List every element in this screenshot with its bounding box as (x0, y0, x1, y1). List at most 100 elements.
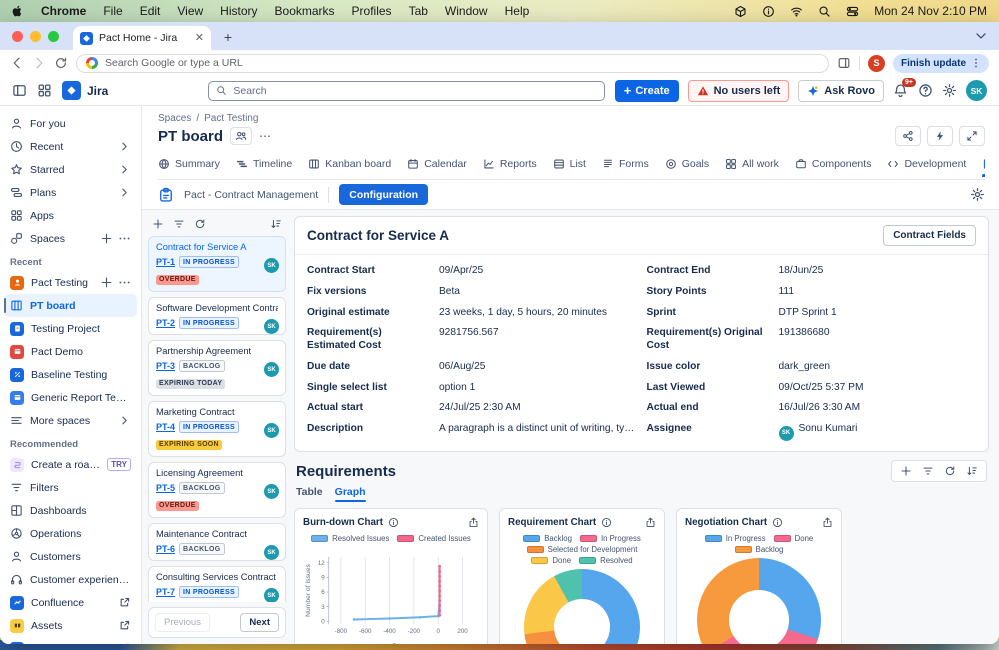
issue-key-link[interactable]: PT-5 (156, 483, 176, 493)
requirements-filter-icon[interactable] (922, 465, 934, 477)
menu-history[interactable]: History (220, 4, 258, 18)
app-switcher-icon[interactable] (37, 83, 52, 98)
menu-window[interactable]: Window (444, 4, 488, 18)
tab-close-icon[interactable]: ✕ (194, 31, 204, 44)
board-members-button[interactable] (230, 127, 253, 145)
sidebar-item-for-you[interactable]: For you (4, 112, 137, 135)
add-contract-icon[interactable] (152, 218, 164, 230)
sidebar-item-pact-testing[interactable]: Pact Testing (4, 271, 137, 294)
sidebar-item-operations[interactable]: Operations (4, 522, 137, 545)
tab-list[interactable]: List (553, 153, 586, 177)
sort-icon[interactable] (270, 218, 282, 230)
sidebar-toggle-icon[interactable] (12, 83, 27, 98)
create-button[interactable]: + Create (614, 79, 679, 102)
forward-icon[interactable] (32, 56, 46, 70)
settings-gear-icon[interactable] (942, 83, 957, 98)
sidebar-item-create-a-roadmap[interactable]: Create a roadmapTRY (4, 453, 137, 476)
export-icon[interactable] (468, 517, 479, 528)
sidebar-item-more-spaces[interactable]: More spaces (4, 409, 137, 432)
notifications-button[interactable]: 9+ (893, 77, 916, 99)
issue-key-link[interactable]: PT-6 (156, 544, 176, 554)
new-tab-button[interactable]: + (223, 29, 233, 45)
global-search-input[interactable] (233, 84, 597, 97)
sidebar-item-spaces[interactable]: Spaces (4, 227, 137, 250)
issue-key-link[interactable]: PT-1 (156, 257, 176, 267)
sidebar-item-dashboards[interactable]: Dashboards (4, 499, 137, 522)
menu-chrome[interactable]: Chrome (41, 4, 87, 18)
sidebar-item-filters[interactable]: Filters (4, 476, 137, 499)
configuration-button[interactable]: Configuration (339, 184, 429, 205)
filter-icon[interactable] (173, 218, 185, 230)
next-page-button[interactable]: Next (240, 613, 279, 632)
close-window-button[interactable] (12, 30, 23, 42)
requirements-refresh-icon[interactable] (944, 465, 956, 477)
sidebar-item-baseline-testing[interactable]: Baseline Testing (4, 363, 137, 386)
more-icon[interactable] (118, 232, 131, 245)
menu-bookmarks[interactable]: Bookmarks (274, 4, 335, 18)
sidebar-item-customer-experiences[interactable]: Customer experiences (4, 568, 137, 591)
back-icon[interactable] (10, 56, 24, 70)
menu-file[interactable]: File (103, 4, 123, 18)
breadcrumb-project[interactable]: Pact Testing (204, 113, 259, 124)
contract-card-pt-3[interactable]: Partnership Agreement PT-3 BACKLOG EXPIRING… (148, 340, 286, 396)
control-center-icon[interactable] (846, 5, 859, 18)
tab-search-chevron-icon[interactable] (973, 28, 989, 44)
add-icon[interactable] (100, 232, 113, 245)
issue-key-link[interactable]: PT-2 (156, 318, 176, 328)
global-search[interactable] (208, 80, 605, 101)
spotlight-search-icon[interactable] (818, 5, 831, 18)
banner-settings-icon[interactable] (970, 187, 985, 202)
export-icon[interactable] (822, 517, 833, 528)
sidebar-item-plans[interactable]: Plans (4, 181, 137, 204)
board-more-menu[interactable]: ⋯ (259, 129, 273, 143)
sidebar-item-teams[interactable]: Teams (4, 637, 137, 644)
breadcrumb-spaces[interactable]: Spaces (158, 113, 192, 124)
sidebar-item-pt-board[interactable]: PT board (4, 294, 137, 317)
fullscreen-button[interactable] (959, 126, 985, 146)
tab-development[interactable]: Development (887, 153, 966, 177)
tab-components[interactable]: Components (795, 153, 871, 177)
sidebar-item-pact-demo[interactable]: Pact Demo (4, 340, 137, 363)
issue-key-link[interactable]: PT-3 (156, 361, 176, 371)
sidebar-item-recent[interactable]: Recent (4, 135, 137, 158)
contract-card-pt-7[interactable]: Consulting Services Contract PT-7 IN PROGR… (148, 566, 286, 602)
tab-summary[interactable]: Summary (158, 153, 220, 177)
no-users-left-warning[interactable]: No users left (687, 79, 790, 102)
cube-icon[interactable] (734, 5, 747, 18)
reload-icon[interactable] (54, 56, 68, 70)
url-input[interactable] (105, 57, 819, 69)
wifi-icon[interactable] (790, 5, 803, 18)
add-icon[interactable] (100, 276, 113, 289)
sidebar-item-confluence[interactable]: Confluence (4, 591, 137, 614)
user-avatar[interactable]: SK (966, 80, 987, 101)
info-icon[interactable] (601, 517, 612, 528)
tab-calendar[interactable]: Calendar (407, 153, 467, 177)
finish-update-button[interactable]: Finish update ⋮ (893, 53, 989, 73)
menu-tab[interactable]: Tab (408, 4, 428, 18)
menu-help[interactable]: Help (504, 4, 530, 18)
tab-goals[interactable]: Goals (665, 153, 709, 177)
automation-button[interactable] (927, 126, 953, 146)
contract-card-pt-4[interactable]: Marketing Contract PT-4 IN PROGRESS EXPIRIN… (148, 401, 286, 457)
tab-graph[interactable]: Graph (334, 486, 366, 503)
menu-edit[interactable]: Edit (139, 4, 161, 18)
menubar-clock[interactable]: Mon 24 Nov 2:10 PM (874, 4, 987, 18)
menu-view[interactable]: View (177, 4, 204, 18)
side-panel-icon[interactable] (837, 56, 851, 70)
help-icon[interactable] (918, 83, 933, 98)
tab-reports[interactable]: Reports (483, 153, 537, 177)
tab-timeline[interactable]: Timeline (236, 153, 292, 177)
export-icon[interactable] (645, 517, 656, 528)
info-icon[interactable] (388, 517, 399, 528)
contract-card-pt-1[interactable]: Contract for Service A PT-1 IN PROGRESS OVE… (148, 236, 286, 292)
issue-key-link[interactable]: PT-7 (156, 587, 176, 597)
ask-rovo-button[interactable]: Ask Rovo (798, 79, 884, 102)
requirements-sort-icon[interactable] (966, 465, 978, 477)
contract-fields-button[interactable]: Contract Fields (883, 225, 976, 246)
sidebar-item-generic-report-testing[interactable]: Generic Report Testing (4, 386, 137, 409)
more-icon[interactable] (118, 276, 131, 289)
sidebar-item-testing-project[interactable]: Testing Project (4, 317, 137, 340)
omnibox[interactable] (76, 53, 829, 73)
contract-card-pt-6[interactable]: Maintenance Contract PT-6 BACKLOG SK (148, 523, 286, 561)
previous-page-button[interactable]: Previous (155, 613, 210, 632)
